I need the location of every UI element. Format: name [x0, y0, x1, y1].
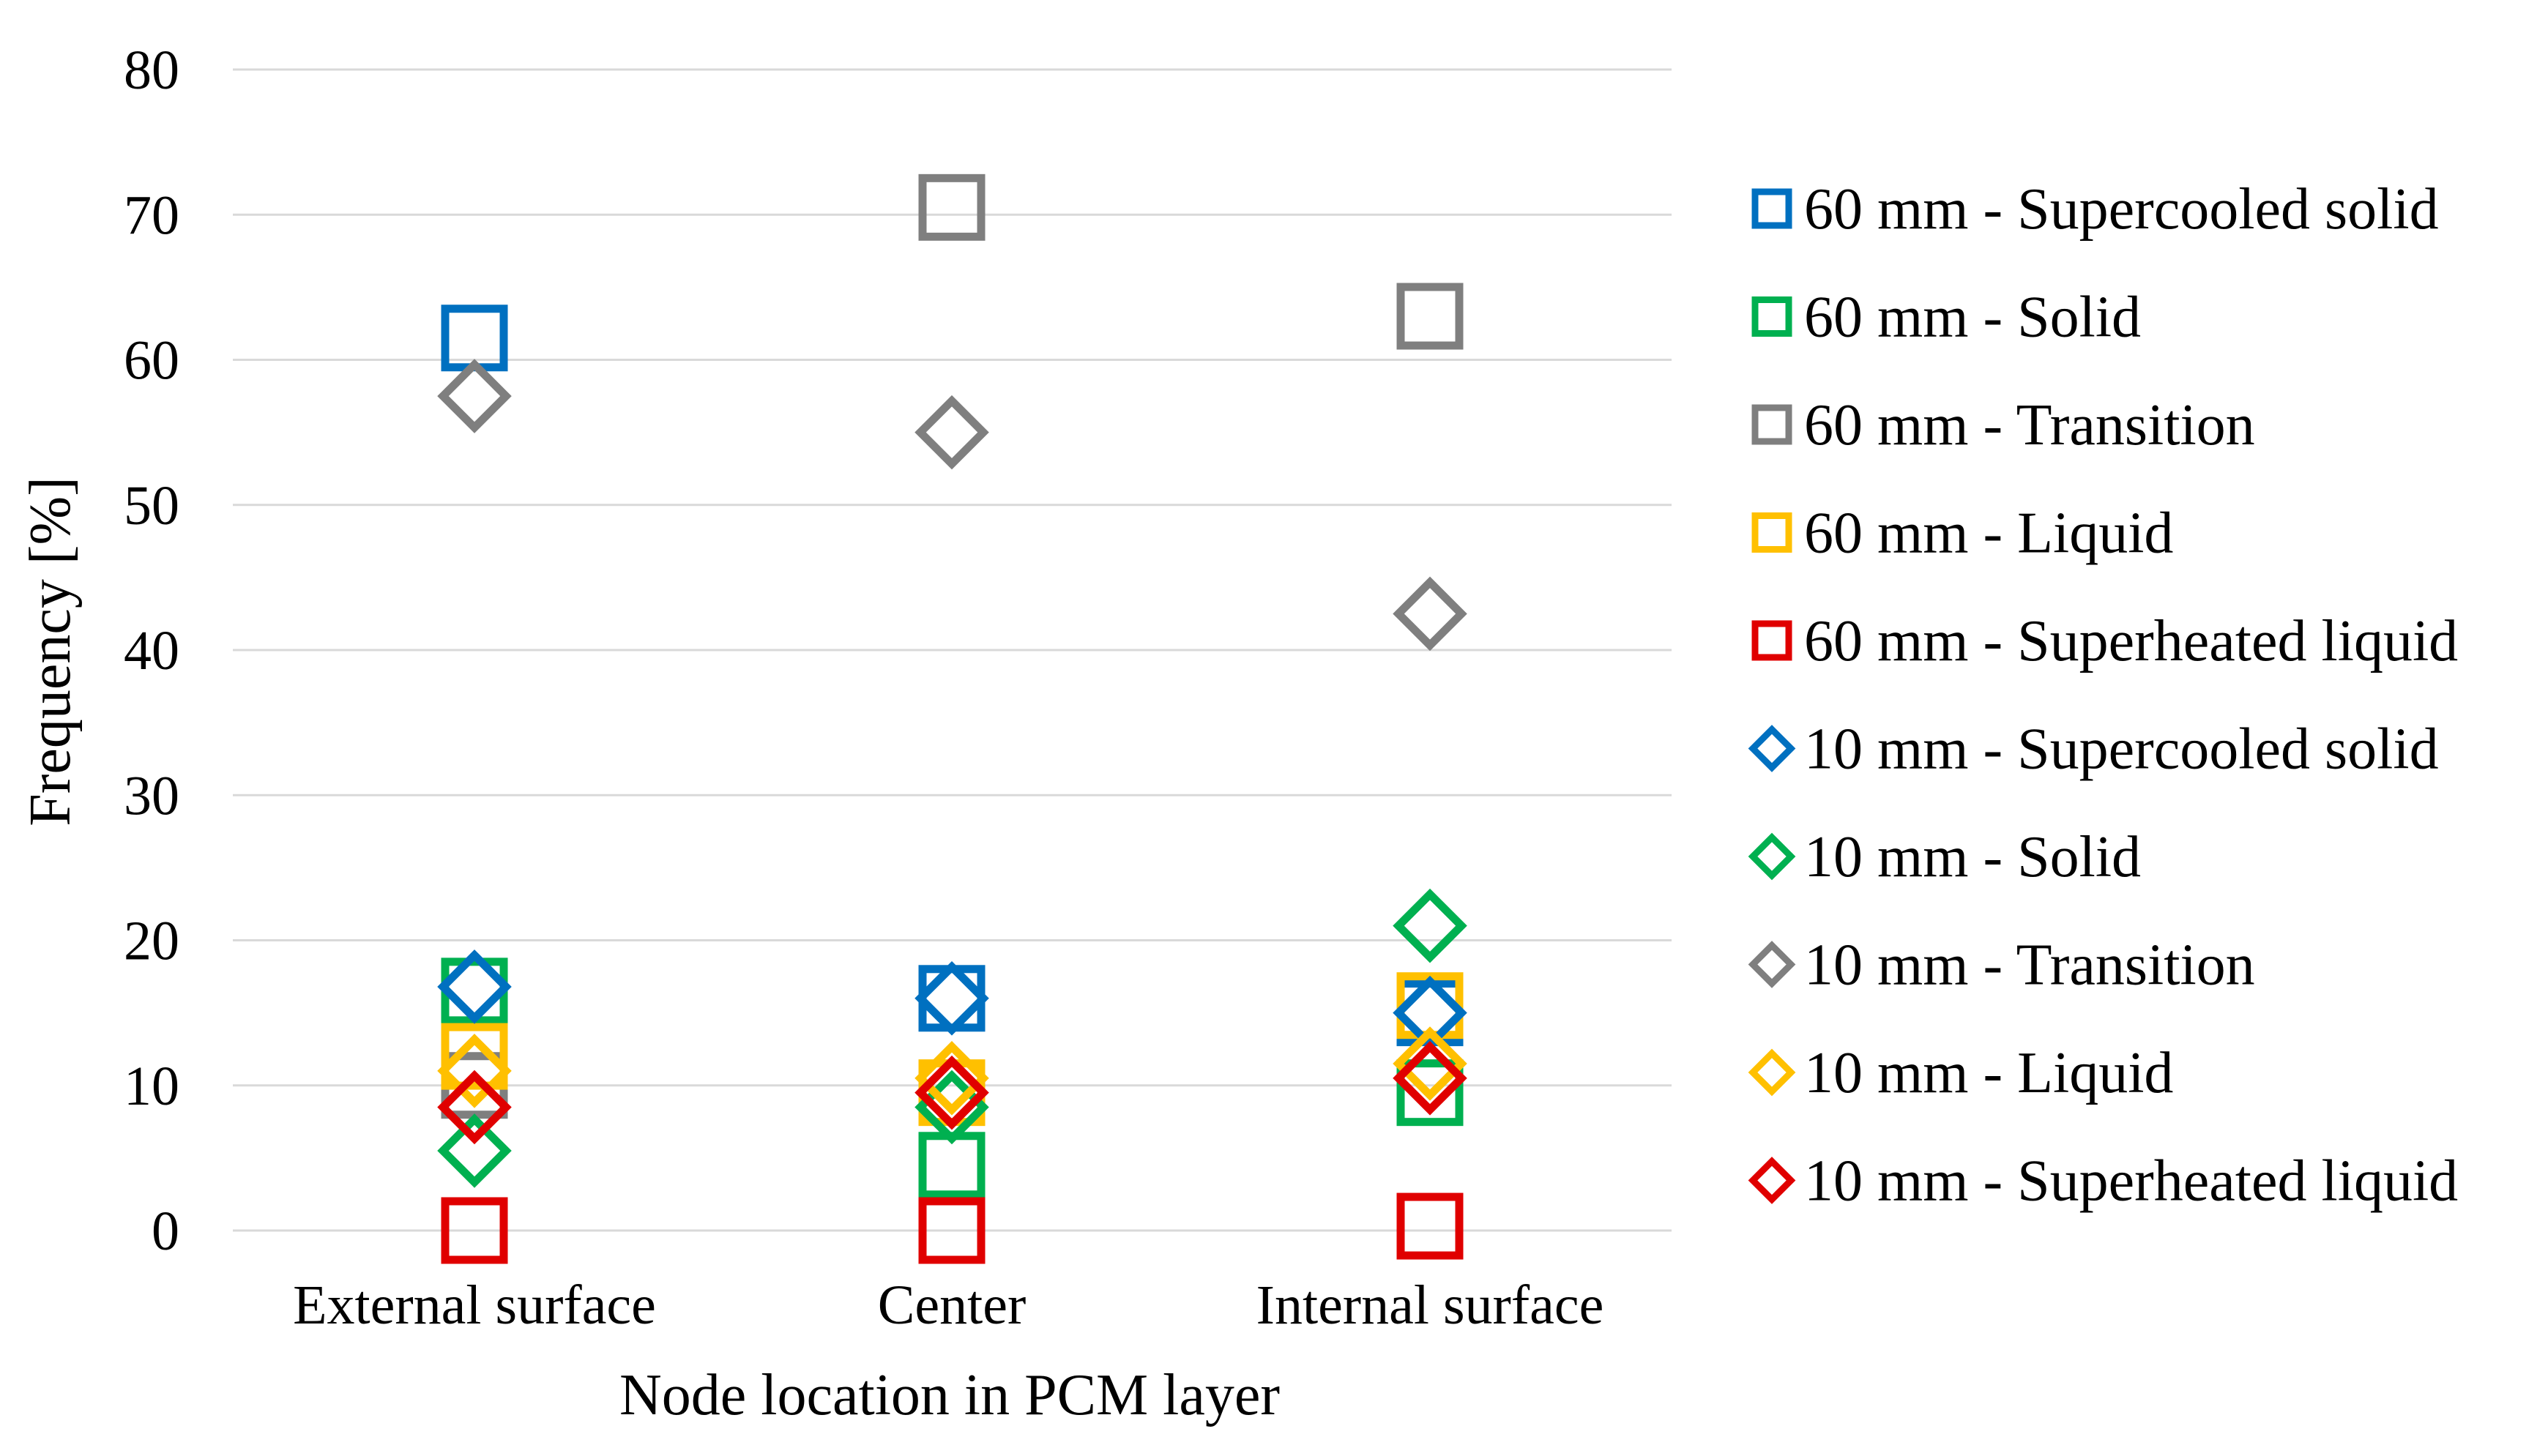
legend-marker	[1751, 620, 1792, 661]
data-point	[918, 173, 986, 241]
legend-item: 60 mm - Superheated liquid	[1751, 609, 2458, 673]
data-point	[437, 949, 512, 1024]
y-tick-label: 60	[124, 330, 179, 392]
legend-label: 60 mm - Liquid	[1804, 501, 2173, 566]
data-point	[437, 1069, 512, 1145]
legend-label: 60 mm - Solid	[1804, 285, 2141, 350]
y-tick-label: 0	[152, 1201, 179, 1262]
y-tick-label: 20	[124, 911, 179, 972]
data-point	[1393, 576, 1467, 652]
data-point	[441, 1023, 508, 1090]
data-point	[1393, 1041, 1467, 1116]
legend-label: 60 mm - Supercooled solid	[1804, 177, 2439, 242]
data-point	[918, 1197, 986, 1264]
y-tick-label: 10	[124, 1056, 179, 1117]
legend-item: 10 mm - Liquid	[1748, 1041, 2173, 1105]
y-tick-label: 50	[124, 475, 179, 537]
legend-label: 10 mm - Liquid	[1804, 1041, 2173, 1105]
legend-label: 10 mm - Transition	[1804, 933, 2255, 998]
legend-label: 10 mm - Superheated liquid	[1804, 1149, 2458, 1214]
data-point	[441, 1197, 508, 1264]
data-point	[437, 1113, 512, 1188]
data-points	[437, 173, 1467, 1264]
x-tick-label: Center	[878, 1274, 1027, 1336]
legend-item: 10 mm - Superheated liquid	[1748, 1149, 2458, 1214]
legend-marker	[1748, 832, 1796, 881]
legend: 60 mm - Supercooled solid 60 mm - Solid 60…	[1748, 177, 2458, 1214]
legend-item: 60 mm - Solid	[1751, 285, 2141, 350]
y-tick-label: 70	[124, 184, 179, 246]
legend-item: 60 mm - Supercooled solid	[1751, 177, 2439, 242]
legend-label: 10 mm - Solid	[1804, 825, 2141, 889]
data-point	[1396, 1059, 1464, 1127]
x-axis-ticks: External surface Center Internal surface	[293, 1274, 1603, 1336]
legend-marker	[1748, 1048, 1796, 1097]
data-point	[914, 1041, 989, 1116]
x-axis-title: Node location in PCM layer	[619, 1363, 1280, 1427]
legend-marker	[1751, 296, 1792, 337]
data-point	[437, 1034, 512, 1108]
x-tick-label: Internal surface	[1256, 1274, 1604, 1336]
data-point	[1396, 1192, 1464, 1260]
y-tick-label: 30	[124, 765, 179, 826]
legend-item: 60 mm - Transition	[1751, 393, 2255, 458]
legend-marker	[1748, 725, 1796, 772]
y-tick-label: 80	[124, 40, 179, 101]
y-axis-ticks: 0 10 20 30 40 50 60 70 80	[124, 40, 179, 1262]
legend-label: 10 mm - Supercooled solid	[1804, 717, 2439, 782]
legend-label: 60 mm - Superheated liquid	[1804, 609, 2458, 673]
legend-item: 10 mm - Supercooled solid	[1748, 717, 2439, 782]
legend-item: 10 mm - Transition	[1748, 933, 2255, 998]
data-point	[918, 1132, 986, 1199]
legend-marker	[1748, 1157, 1796, 1204]
legend-label: 60 mm - Transition	[1804, 393, 2255, 458]
legend-item: 60 mm - Liquid	[1751, 501, 2173, 566]
data-point	[914, 961, 989, 1036]
x-tick-label: External surface	[293, 1274, 656, 1336]
data-point	[1396, 283, 1464, 350]
data-point	[914, 1055, 989, 1130]
legend-item: 10 mm - Solid	[1748, 825, 2141, 889]
legend-marker	[1751, 512, 1792, 553]
y-tick-label: 40	[124, 620, 179, 682]
data-point	[914, 395, 989, 470]
data-point	[1393, 1026, 1467, 1101]
data-point	[918, 965, 986, 1032]
data-point	[1393, 888, 1467, 963]
y-axis-title: Frequency [%]	[18, 477, 83, 826]
data-point	[441, 305, 508, 372]
legend-marker	[1751, 188, 1792, 229]
legend-marker	[1748, 941, 1796, 988]
data-point	[914, 1069, 989, 1145]
data-point	[437, 359, 512, 433]
legend-marker	[1751, 404, 1792, 445]
